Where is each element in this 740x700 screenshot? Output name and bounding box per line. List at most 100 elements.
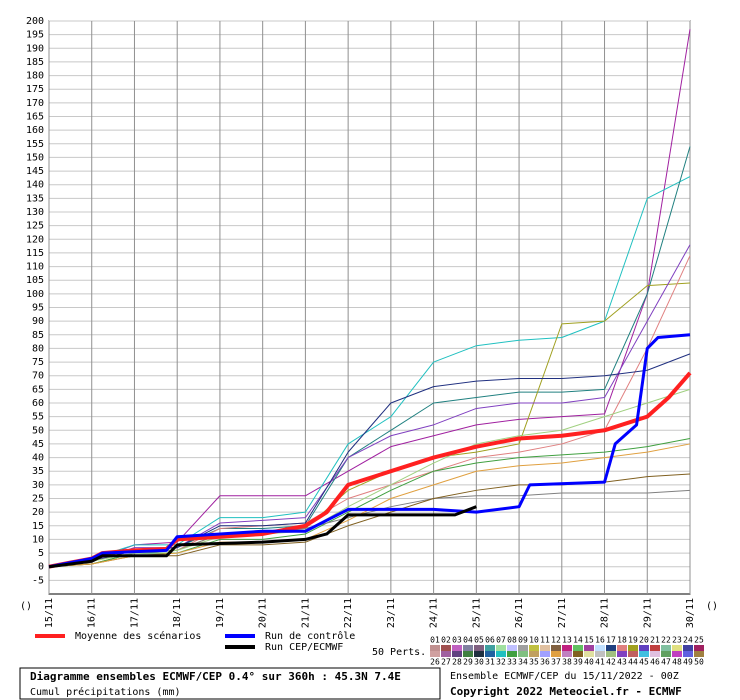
x-tick-label: 25/11 (471, 598, 482, 628)
y-tick-label: 120 (26, 234, 44, 245)
x-tick-label: 26/11 (514, 598, 525, 628)
member-swatch (430, 651, 440, 657)
member-swatch (672, 651, 682, 657)
y-tick-label: 105 (26, 275, 44, 286)
member-swatch (485, 651, 495, 657)
y-tick-label: 180 (26, 71, 44, 82)
member-swatch (452, 651, 462, 657)
chart-title: Diagramme ensembles ECMWF/CEP 0.4° sur 3… (30, 670, 401, 683)
side-label: () (20, 601, 32, 612)
x-tick-label: 16/11 (87, 598, 98, 628)
member-label: 05 (474, 636, 484, 645)
perturbation-line (48, 176, 691, 568)
y-tick-label: 20 (32, 507, 44, 518)
member-swatch (639, 645, 649, 651)
member-swatch (595, 645, 605, 651)
member-swatch (518, 651, 528, 657)
member-label: 02 (441, 636, 451, 645)
y-tick-label: 185 (26, 57, 44, 68)
y-tick-label: 175 (26, 84, 44, 95)
member-swatch (463, 645, 473, 651)
member-label: 32 (496, 658, 506, 667)
y-tick-label: 35 (32, 466, 44, 477)
x-tick-label: 29/11 (642, 598, 653, 628)
y-tick-label: 5 (38, 548, 44, 559)
y-tick-label: 25 (32, 494, 44, 505)
side-label: () (706, 601, 718, 612)
member-swatch (562, 651, 572, 657)
member-label: 14 (573, 636, 583, 645)
y-tick-label: 195 (26, 30, 44, 41)
y-tick-label: 90 (32, 316, 44, 327)
member-swatch (441, 645, 451, 651)
member-label: 12 (551, 636, 561, 645)
y-tick-label: 110 (26, 262, 44, 273)
x-tick-label: 18/11 (172, 598, 183, 628)
y-tick-label: 40 (32, 453, 44, 464)
member-swatch (496, 651, 506, 657)
legend-label: Moyenne des scénarios (75, 630, 201, 642)
member-label: 41 (595, 658, 605, 667)
member-swatch (540, 645, 550, 651)
member-label: 16 (595, 636, 605, 645)
y-tick-label: 15 (32, 521, 44, 532)
member-swatch (507, 645, 517, 651)
y-tick-label: 70 (32, 371, 44, 382)
member-label: 22 (661, 636, 671, 645)
copyright: Copyright 2022 Meteociel.fr - ECMWF (450, 685, 682, 698)
member-swatch (639, 651, 649, 657)
member-label: 30 (474, 658, 484, 667)
x-tick-label: 27/11 (557, 598, 568, 628)
y-tick-label: 30 (32, 480, 44, 491)
y-tick-label: 95 (32, 303, 44, 314)
member-swatch (606, 651, 616, 657)
y-tick-label: 165 (26, 112, 44, 123)
member-label: 25 (694, 636, 704, 645)
y-tick-label: 100 (26, 289, 44, 300)
member-label: 20 (639, 636, 649, 645)
member-label: 39 (573, 658, 583, 667)
member-swatch (496, 645, 506, 651)
y-tick-label: 10 (32, 534, 44, 545)
member-swatch (694, 651, 704, 657)
member-swatch (595, 651, 605, 657)
member-swatch (606, 645, 616, 651)
x-tick-label: 23/11 (386, 598, 397, 628)
y-tick-label: 60 (32, 398, 44, 409)
member-label: 04 (463, 636, 473, 645)
member-label: 03 (452, 636, 462, 645)
member-swatch (540, 651, 550, 657)
member-label: 01 (430, 636, 440, 645)
member-swatch (617, 645, 627, 651)
member-label: 29 (463, 658, 473, 667)
y-tick-label: 150 (26, 152, 44, 163)
member-label: 47 (661, 658, 671, 667)
perturbations-label: 50 Perts. (372, 647, 426, 658)
member-label: 49 (683, 658, 693, 667)
member-label: 33 (507, 658, 517, 667)
member-swatch (441, 651, 451, 657)
member-label: 10 (529, 636, 539, 645)
member-swatch (650, 651, 660, 657)
member-label: 08 (507, 636, 517, 645)
member-swatch (452, 645, 462, 651)
member-label: 44 (628, 658, 638, 667)
member-label: 43 (617, 658, 627, 667)
member-label: 38 (562, 658, 572, 667)
member-swatch (463, 651, 473, 657)
y-tick-label: 55 (32, 412, 44, 423)
member-swatch (584, 651, 594, 657)
member-swatch (573, 651, 583, 657)
x-tick-label: 30/11 (685, 598, 696, 628)
y-tick-label: 80 (32, 343, 44, 354)
y-tick-label: 200 (26, 16, 44, 27)
member-label: 31 (485, 658, 495, 667)
member-swatch (628, 651, 638, 657)
member-swatch (474, 645, 484, 651)
y-tick-label: 140 (26, 180, 44, 191)
member-swatch (551, 645, 561, 651)
y-tick-label: 170 (26, 98, 44, 109)
member-swatch (529, 651, 539, 657)
member-label: 40 (584, 658, 594, 667)
